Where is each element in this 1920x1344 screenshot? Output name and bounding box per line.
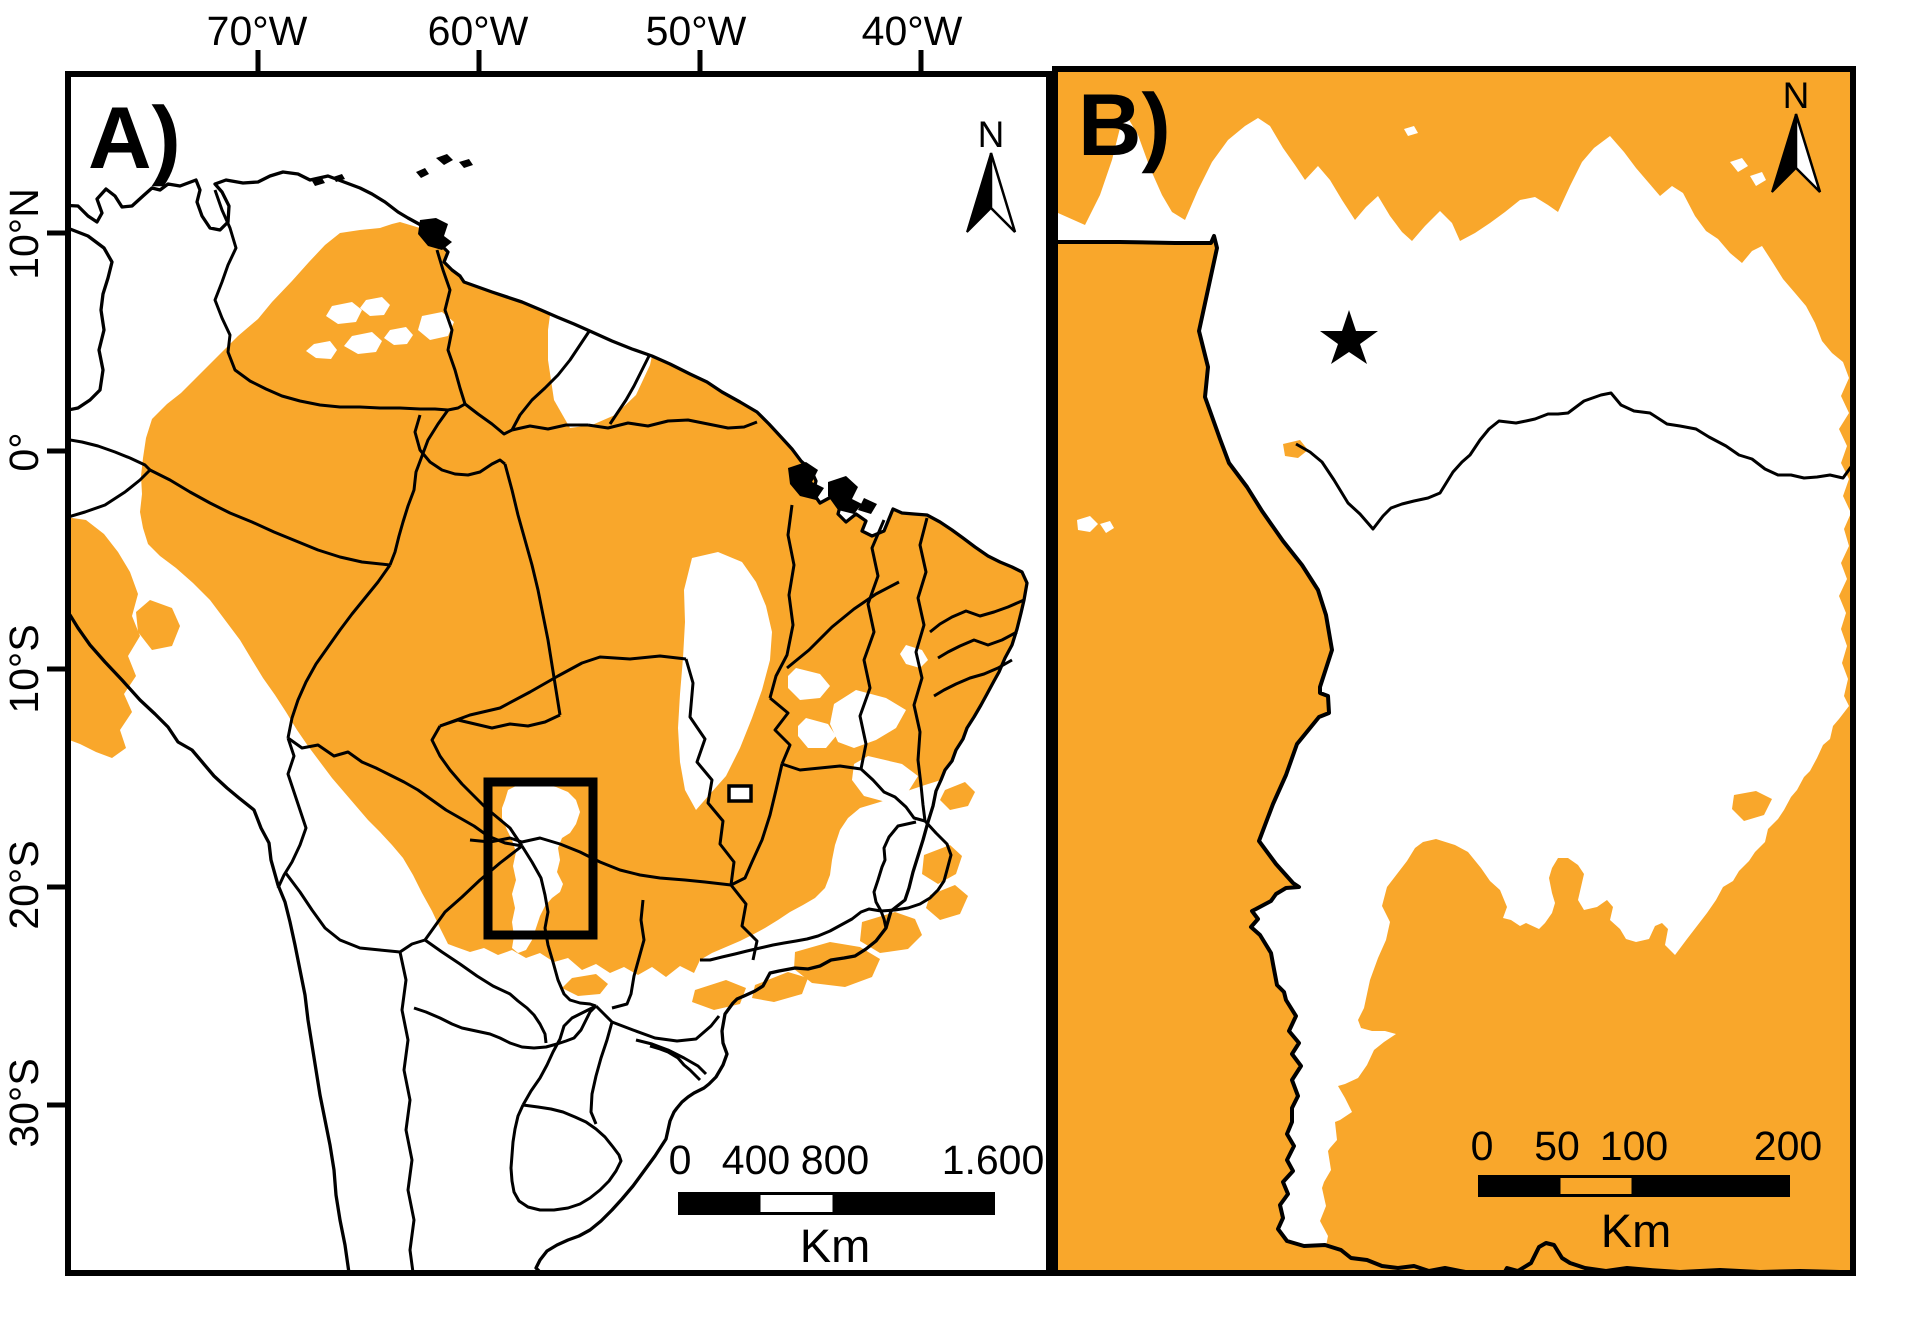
svg-text:200: 200	[1754, 1123, 1822, 1169]
svg-text:Km: Km	[1601, 1204, 1672, 1257]
svg-text:0: 0	[669, 1137, 692, 1183]
svg-text:20°S: 20°S	[1, 840, 47, 929]
svg-text:B): B)	[1078, 75, 1171, 174]
svg-text:N: N	[978, 114, 1005, 155]
svg-text:10°S: 10°S	[1, 624, 47, 713]
svg-text:50°W: 50°W	[646, 8, 747, 54]
svg-text:0°: 0°	[1, 432, 47, 471]
svg-text:10°N: 10°N	[1, 188, 47, 280]
svg-text:1.600: 1.600	[942, 1137, 1045, 1183]
svg-text:800: 800	[801, 1137, 869, 1183]
svg-text:A): A)	[88, 88, 181, 187]
svg-text:50: 50	[1534, 1123, 1580, 1169]
svg-text:Km: Km	[800, 1219, 871, 1272]
svg-text:60°W: 60°W	[428, 8, 529, 54]
svg-text:0: 0	[1471, 1123, 1494, 1169]
svg-text:40°W: 40°W	[862, 8, 963, 54]
svg-text:70°W: 70°W	[207, 8, 308, 54]
svg-text:400: 400	[722, 1137, 790, 1183]
svg-text:N: N	[1783, 75, 1810, 116]
svg-text:30°S: 30°S	[1, 1058, 47, 1147]
svg-text:100: 100	[1600, 1123, 1668, 1169]
